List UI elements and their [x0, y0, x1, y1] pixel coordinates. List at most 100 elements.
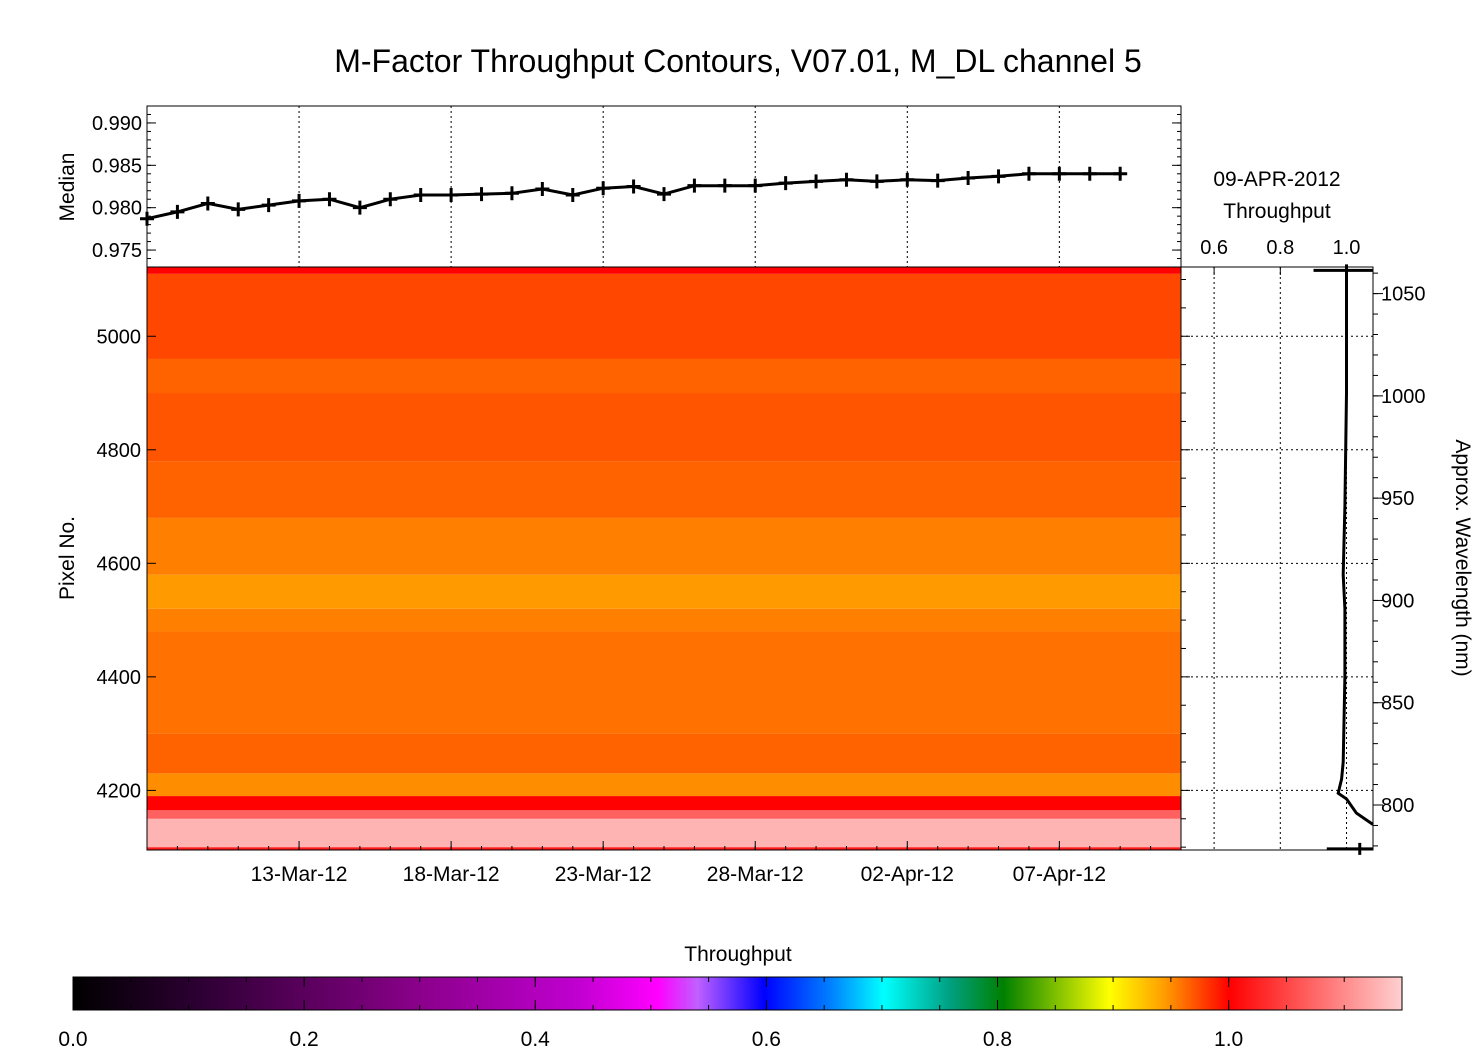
heatmap-x-tick-label: 18-Mar-12	[403, 863, 500, 886]
heatmap-band	[147, 273, 1181, 359]
wavelength-tick-label: 850	[1381, 693, 1414, 715]
median-point	[535, 182, 550, 197]
heatmap-band	[147, 796, 1181, 811]
wavelength-label: Approx. Wavelength (nm)	[1451, 439, 1474, 676]
heatmap-band	[147, 517, 1181, 575]
profile-left-ticks	[1181, 278, 1190, 848]
wavelength-tick-label: 900	[1381, 590, 1414, 612]
heatmap-band	[147, 608, 1181, 632]
median-point	[565, 187, 580, 202]
median-point	[1113, 166, 1128, 181]
median-y-tick-label: 0.985	[92, 155, 142, 177]
heatmap-y-tick-label: 5000	[97, 326, 142, 348]
profile-grid	[1181, 267, 1373, 850]
median-y-tick-label: 0.980	[92, 198, 142, 220]
heatmap-x-tick-label: 02-Apr-12	[861, 863, 954, 886]
median-point	[930, 173, 945, 188]
median-point	[900, 172, 915, 187]
colorbar-tick-label: 1.0	[1214, 1028, 1243, 1051]
heatmap-x-tick-label: 28-Mar-12	[707, 863, 804, 886]
median-point	[352, 200, 367, 215]
colorbar-gradient	[72, 976, 1403, 1011]
median-point	[839, 172, 854, 187]
heatmap-y-tick-label: 4800	[97, 440, 142, 462]
median-point	[748, 178, 763, 193]
colorbar-tick-label: 0.4	[521, 1028, 551, 1051]
median-point	[170, 204, 185, 219]
profile-x-tick-label: 0.8	[1266, 237, 1294, 259]
profile-series-line	[1336, 269, 1374, 826]
median-point	[504, 186, 519, 201]
heatmap-band	[147, 733, 1181, 774]
heatmap-band	[147, 631, 1181, 734]
heatmap-x-tick-label: 07-Apr-12	[1013, 863, 1106, 886]
median-point	[200, 196, 215, 211]
median-point	[961, 171, 976, 186]
heatmap-ylabel: Pixel No.	[56, 516, 79, 600]
heatmap-band	[147, 773, 1181, 797]
heatmap-y-axis: 4200 4400 4600 4800 5000	[97, 326, 156, 802]
median-point	[657, 187, 671, 202]
median-point	[413, 187, 428, 202]
heatmap-bands	[147, 267, 1181, 850]
colorbar-label: Throughput	[684, 943, 792, 966]
median-point	[383, 192, 398, 207]
heatmap-y-tick-label: 4400	[97, 667, 142, 689]
profile-markers	[1313, 264, 1373, 855]
median-y-tick-label: 0.975	[92, 240, 142, 262]
heatmap-x-tick-label: 23-Mar-12	[555, 863, 652, 886]
profile-frame	[1180, 266, 1374, 851]
heatmap-band	[147, 393, 1181, 462]
wavelength-axis: 800 850 900 950 1000 1050	[1373, 272, 1426, 847]
heatmap-y-tick-label: 4200	[97, 780, 142, 802]
median-markers	[140, 166, 1128, 226]
median-point	[1021, 166, 1036, 181]
median-point	[1082, 166, 1097, 181]
heatmap-band	[147, 810, 1181, 819]
wavelength-tick-label: 1000	[1381, 386, 1426, 408]
colorbar-tick-label: 0.0	[58, 1028, 87, 1051]
colorbar-tick-label: 0.6	[752, 1028, 781, 1051]
chart-title: M-Factor Throughput Contours, V07.01, M_…	[334, 43, 1142, 79]
median-y-tick-label: 0.990	[92, 113, 142, 135]
heatmap-band	[147, 574, 1181, 609]
median-point	[626, 179, 641, 194]
median-point	[596, 181, 611, 196]
median-point	[474, 187, 489, 202]
heatmap-band	[147, 267, 1181, 274]
profile-x-tick-label: 1.0	[1333, 237, 1361, 259]
heatmap-panel: 4200 4400 4600 4800 5000 13-Mar-12 18-Mar-12 2…	[56, 266, 1182, 886]
heatmap-band	[147, 358, 1181, 394]
profile-marker	[1313, 264, 1373, 277]
heatmap-y-tick-label: 4600	[97, 553, 142, 575]
heatmap-x-axis: 13-Mar-12 18-Mar-12 23-Mar-12 28-Mar-12 02-A…	[146, 841, 1182, 886]
median-ylabel: Median	[56, 153, 79, 222]
profile-panel: 09-APR-2012 Throughput 0.6 0.8 1.0 800 850 9…	[1180, 168, 1474, 855]
heatmap-x-tick-label: 13-Mar-12	[251, 863, 348, 886]
heatmap-band	[147, 818, 1181, 848]
median-point	[991, 169, 1006, 184]
profile-marker	[1326, 842, 1373, 855]
median-point	[809, 174, 824, 189]
colorbar-tick-label: 0.8	[983, 1028, 1012, 1051]
colorbar-axis: 0.0 0.2 0.4 0.6 0.8 1.0	[58, 977, 1345, 1051]
median-point	[261, 198, 276, 213]
heatmap-band	[147, 461, 1181, 518]
median-point	[444, 187, 459, 202]
profile-x-axis: 0.6 0.8 1.0	[1200, 237, 1360, 275]
median-y-axis: 0.975 0.980 0.985 0.990	[92, 113, 1181, 262]
median-point	[322, 192, 337, 207]
colorbar-tick-label: 0.2	[290, 1028, 319, 1051]
median-frame	[146, 105, 1182, 268]
median-grid	[298, 106, 1060, 267]
median-point	[869, 174, 884, 189]
median-point	[231, 202, 246, 217]
median-point	[1052, 166, 1067, 181]
median-point	[778, 176, 793, 191]
wavelength-tick-label: 800	[1381, 795, 1414, 817]
wavelength-tick-label: 950	[1381, 488, 1414, 510]
median-panel: 0.975 0.980 0.985 0.990 Median	[56, 105, 1182, 268]
profile-date: 09-APR-2012	[1213, 168, 1340, 191]
median-point	[717, 178, 732, 193]
